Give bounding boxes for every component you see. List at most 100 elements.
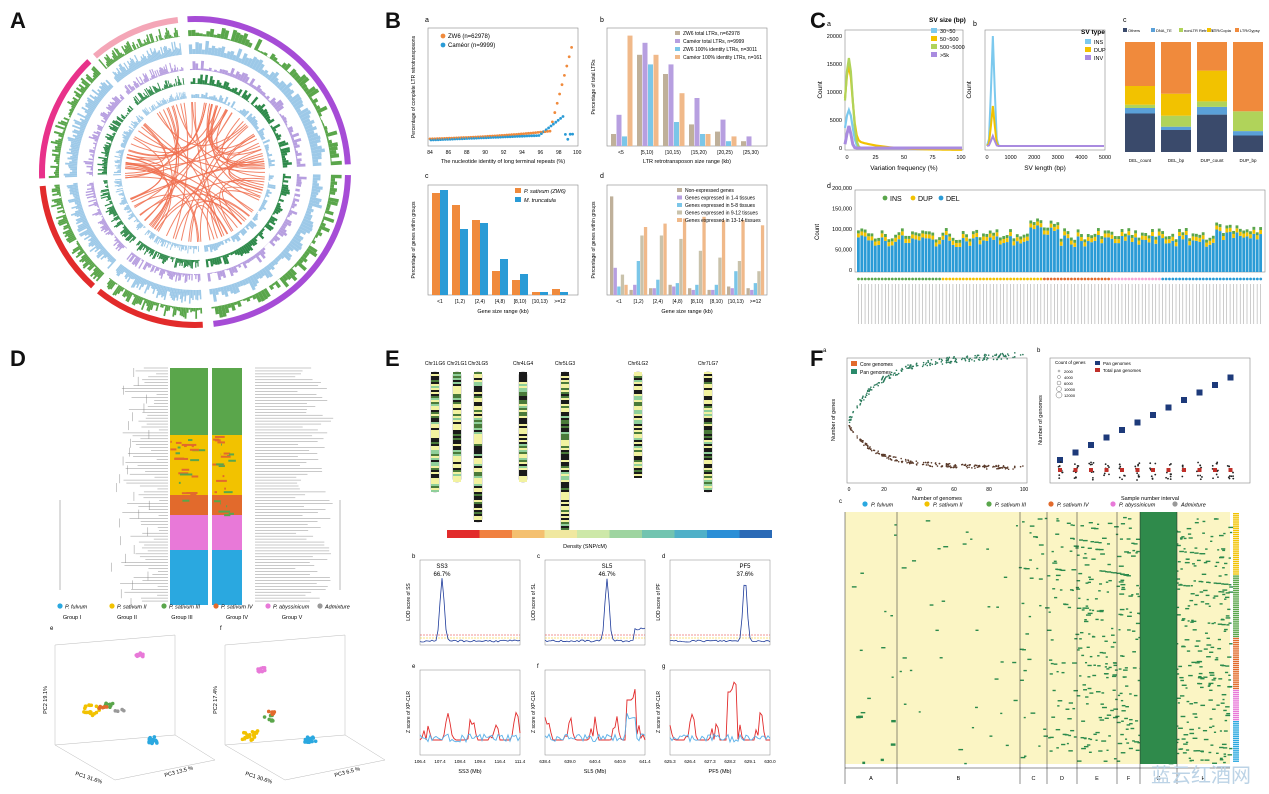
snp-density-stripe bbox=[704, 416, 712, 418]
snp-density-stripe bbox=[519, 372, 527, 374]
sv-bar bbox=[160, 237, 163, 241]
gene-density-bar bbox=[216, 33, 221, 39]
pav-cell bbox=[1087, 676, 1091, 678]
gene-density-bar bbox=[67, 100, 77, 108]
panel-c: C a SV size (bp) 30~50 50~500 500~5000 >5k … bbox=[805, 0, 1269, 330]
sample-label-line bbox=[1023, 284, 1025, 324]
snp-bar bbox=[281, 186, 289, 190]
snp-density-stripe bbox=[519, 414, 527, 416]
gene-density-bar bbox=[257, 49, 261, 53]
snp-density-stripe bbox=[519, 386, 527, 388]
gc-bar bbox=[143, 82, 145, 84]
gene-density-bar bbox=[63, 225, 71, 231]
sub-label-bb: b bbox=[600, 17, 604, 24]
group-labels-d: Group I Group II Group III Group IV Group V bbox=[63, 615, 303, 621]
gene-density-bar bbox=[63, 223, 70, 229]
bar-del bbox=[873, 245, 877, 272]
point-cameor bbox=[537, 134, 541, 137]
sv-bar bbox=[184, 245, 187, 251]
pav-cell bbox=[1104, 640, 1108, 642]
gene-density-bar bbox=[202, 34, 207, 37]
gc-bar bbox=[134, 255, 137, 258]
pca-point bbox=[103, 705, 108, 709]
bar-del bbox=[1218, 231, 1222, 272]
bar-ins bbox=[1174, 239, 1178, 243]
te-density-bar bbox=[130, 272, 136, 280]
snp-bar bbox=[171, 257, 174, 263]
gc-bar bbox=[115, 237, 118, 239]
point-cameor bbox=[528, 134, 531, 138]
snp-bar bbox=[209, 75, 214, 86]
stacked-segment-cc bbox=[1161, 126, 1191, 130]
gc-bar bbox=[97, 134, 100, 137]
legend-d-label: P. sativum II bbox=[117, 605, 147, 611]
pav-cell bbox=[1070, 729, 1075, 732]
total-pan-box bbox=[1197, 468, 1202, 472]
legend-swatch-cc bbox=[1179, 28, 1183, 32]
pan-point bbox=[955, 361, 958, 364]
pav-cell bbox=[1120, 699, 1124, 702]
xlabel-cb: SV length (bp) bbox=[1024, 165, 1066, 172]
snp-density-stripe bbox=[453, 402, 461, 404]
qtl-trait-label: PF5 bbox=[739, 564, 751, 570]
ylabel-fb: Number of genomes bbox=[1038, 395, 1044, 445]
sv-bar bbox=[120, 163, 122, 165]
gc-bar bbox=[229, 67, 235, 77]
gc-bar bbox=[88, 158, 94, 161]
gene-density-bar bbox=[57, 209, 65, 214]
gene-density-bar bbox=[234, 32, 241, 43]
sample-dot bbox=[1083, 277, 1087, 281]
core-point bbox=[982, 465, 985, 468]
gene-density-bar bbox=[76, 242, 80, 245]
pav-cell bbox=[1128, 527, 1132, 529]
genome-dot bbox=[1108, 473, 1110, 476]
pav-cell bbox=[1120, 733, 1124, 736]
snp-density-stripe bbox=[474, 494, 482, 496]
snp-bar bbox=[171, 256, 173, 260]
bar-del bbox=[894, 241, 897, 272]
group-label: Group IV bbox=[226, 615, 248, 621]
snp-bar bbox=[192, 78, 196, 85]
sv-bar bbox=[248, 115, 256, 123]
snp-density-stripe bbox=[453, 410, 461, 412]
sv-bar bbox=[249, 220, 257, 227]
snp-density-stripe bbox=[431, 418, 439, 420]
bar-del bbox=[1049, 227, 1053, 272]
sv-bar bbox=[158, 237, 161, 240]
snp-density-stripe bbox=[453, 434, 461, 436]
pav-cell bbox=[958, 748, 964, 751]
bar-dup bbox=[1242, 233, 1246, 238]
sample-label-line bbox=[922, 284, 923, 324]
xlabel-bb: LTR retrotransposon size range (kb) bbox=[643, 159, 731, 165]
gene-density-bar bbox=[163, 304, 168, 317]
sample-dot bbox=[884, 277, 887, 281]
pav-cell bbox=[1079, 539, 1083, 541]
pca-axis bbox=[114, 759, 216, 781]
chrom-label: Chr3LG5 bbox=[468, 361, 489, 367]
sv-bar bbox=[232, 107, 235, 110]
snp-density-stripe bbox=[561, 438, 569, 440]
bar-dup bbox=[1110, 234, 1114, 239]
pan-point bbox=[882, 375, 884, 378]
snp-bar bbox=[112, 126, 119, 131]
gene-density-bar bbox=[66, 222, 70, 225]
pca-y-label: PC2 17.4% bbox=[213, 686, 219, 714]
sample-label-line bbox=[1050, 284, 1052, 324]
gene-density-bar bbox=[76, 240, 79, 243]
snp-bar bbox=[233, 87, 238, 94]
pav-cell bbox=[1095, 739, 1098, 741]
legend-bc-2: M. truncatula bbox=[524, 198, 556, 204]
gc-bar bbox=[258, 250, 266, 259]
te-density-bar bbox=[236, 281, 242, 288]
bar-dup bbox=[863, 232, 867, 237]
pan-point bbox=[930, 358, 933, 361]
pav-cell bbox=[1079, 675, 1082, 677]
snp-bar bbox=[282, 177, 285, 181]
sample-label-line bbox=[1165, 284, 1167, 324]
pav-cell bbox=[1079, 638, 1082, 640]
sample-dot bbox=[948, 277, 952, 281]
sample-label-line bbox=[1108, 284, 1109, 324]
sv-bar bbox=[261, 136, 266, 141]
gene-density-bar bbox=[300, 83, 308, 90]
